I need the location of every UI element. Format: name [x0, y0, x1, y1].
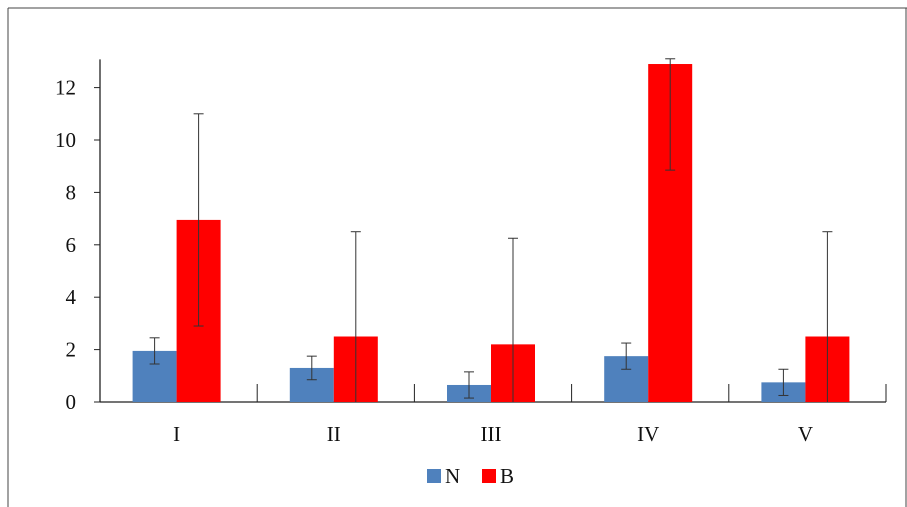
y-tick-label: 8 — [66, 180, 77, 204]
x-tick-label: II — [327, 422, 341, 446]
legend-label-n: N — [445, 464, 460, 488]
y-tick-label: 0 — [66, 390, 77, 414]
error-bars-layer — [149, 58, 833, 402]
x-axis-ticks: I II III IV V — [173, 384, 887, 446]
y-tick-label: 10 — [55, 128, 76, 152]
x-tick-label: III — [481, 422, 502, 446]
x-tick-label: V — [798, 422, 813, 446]
x-tick-label: IV — [637, 422, 659, 446]
y-tick-label: 12 — [55, 76, 76, 100]
y-tick-label: 6 — [66, 233, 77, 257]
legend-swatch-b — [482, 469, 496, 483]
y-tick-label: 2 — [66, 338, 77, 362]
y-axis-ticks: 0 2 4 6 8 10 12 — [55, 76, 100, 414]
x-tick-label: I — [173, 422, 180, 446]
legend-label-b: B — [500, 464, 514, 488]
legend: N B — [427, 464, 514, 488]
y-tick-label: 4 — [66, 285, 77, 309]
legend-swatch-n — [427, 469, 441, 483]
bars-layer — [132, 64, 850, 403]
